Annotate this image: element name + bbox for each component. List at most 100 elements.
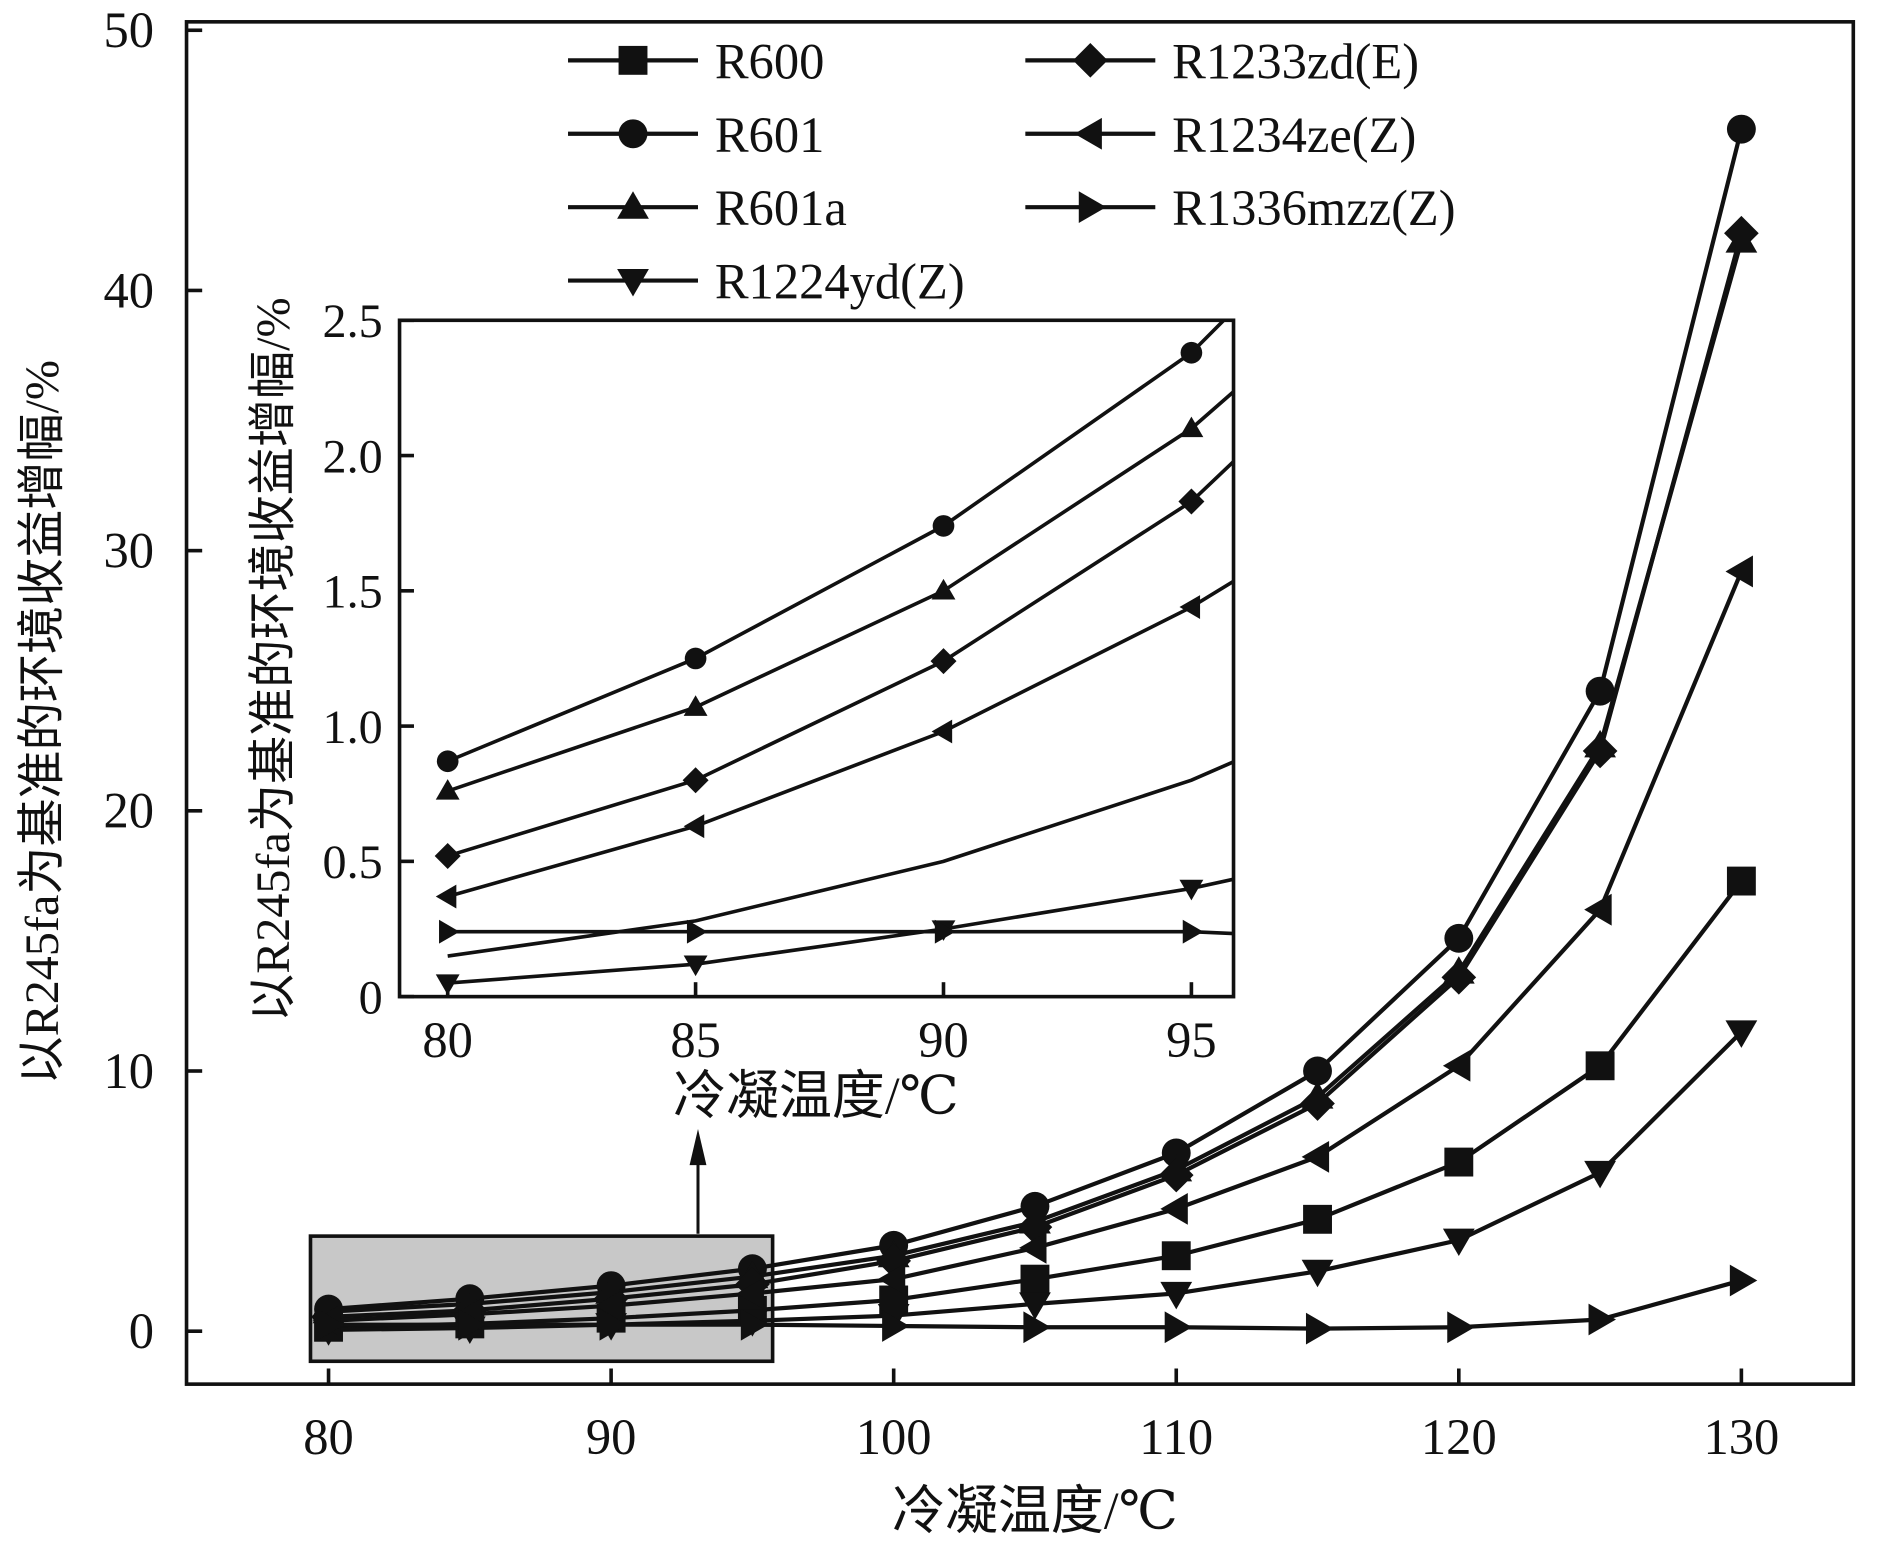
- data-point-r1336mzz-z: [1729, 1264, 1758, 1297]
- legend-item-r601: R601: [568, 107, 824, 163]
- legend-label: R601a: [715, 180, 847, 236]
- data-point-r1336mzz-z: [740, 1308, 769, 1341]
- legend-label: R1224yd(Z): [715, 254, 965, 310]
- inset-x-axis-label: 冷凝温度/℃: [673, 1067, 959, 1125]
- legend-marker-triangle-up-icon: [617, 191, 649, 219]
- legend-marker-triangle-down-icon: [617, 269, 649, 297]
- main-y-tick-label: 50: [104, 2, 155, 58]
- data-point-r601: [1161, 1138, 1191, 1168]
- main-y-tick-label: 40: [104, 262, 155, 318]
- data-point-r601: [1585, 676, 1615, 706]
- data-point-r1224yd-z: [1442, 1228, 1475, 1257]
- data-point-r1336mzz-z: [1164, 1311, 1193, 1344]
- inset-y-tick-label: 1.0: [323, 701, 383, 754]
- inset-data-point-r601a: [435, 779, 460, 800]
- data-point-r1336mzz-z: [599, 1308, 627, 1341]
- legend-marker-square-icon: [618, 45, 648, 75]
- data-point-r1234ze-z: [877, 1263, 906, 1296]
- inset-data-point-r1233zd-e: [682, 767, 709, 794]
- data-point-r1233zd-e: [1724, 215, 1759, 251]
- data-point-r1234ze-z: [1160, 1193, 1188, 1225]
- data-point-r1234ze-z: [1301, 1140, 1330, 1173]
- data-point-r1224yd-z: [1160, 1281, 1193, 1310]
- legend-label: R1336mzz(Z): [1172, 180, 1455, 236]
- data-point-r1233zd-e: [1582, 733, 1618, 769]
- data-point-r1336mzz-z: [1305, 1312, 1334, 1345]
- legend-item-r601a: R601a: [568, 180, 847, 236]
- inset-data-point-r601a: [683, 695, 708, 716]
- inset-frame: [397, 318, 1236, 999]
- legend-marker-circle-icon: [618, 119, 648, 149]
- inset-data-point-r1224yd-z: [683, 955, 708, 977]
- data-point-r1336mzz-z: [458, 1308, 486, 1341]
- legend-item-r1336mzz-z: R1336mzz(Z): [1025, 180, 1456, 236]
- data-point-r600: [1585, 1051, 1615, 1081]
- inset-data-point-r1234ze-z: [1179, 595, 1201, 619]
- data-point-r1224yd-z: [1019, 1292, 1051, 1320]
- inset-x-tick-label: 85: [670, 1012, 721, 1068]
- inset-y-tick-label: 0.5: [323, 836, 383, 889]
- inset-data-point-r1234ze-z: [931, 719, 953, 744]
- main-y-axis-label: 以R245fa为基准的环境收益增幅/%: [16, 360, 69, 1085]
- inset-data-point-r601: [932, 515, 955, 537]
- data-point-r1224yd-z: [1725, 1020, 1758, 1048]
- data-point-r1233zd-e: [1158, 1157, 1194, 1193]
- inset-data-point-r601a: [931, 578, 956, 600]
- main-y-tick-label: 10: [104, 1043, 155, 1099]
- inset-plot: 80 85 90 95 0 0.5 1.0 1.5 2.0 2.5: [323, 295, 1236, 1068]
- zoom-arrow-head: [689, 1129, 707, 1166]
- inset-data-point-r1234ze-z: [435, 884, 457, 909]
- legend-item-r1224yd-z: R1224yd(Z): [568, 254, 965, 310]
- inset-data-point-r1233zd-e: [1178, 488, 1205, 515]
- data-point-r1234ze-z: [1584, 893, 1612, 926]
- data-point-r601: [1726, 114, 1756, 144]
- inset-data-point-r1336mzz-z: [686, 919, 708, 944]
- main-x-tick-label: 130: [1703, 1409, 1779, 1465]
- inset-x-tick-label: 95: [1166, 1012, 1217, 1068]
- inset-data-point-r1224yd-z: [1179, 879, 1204, 901]
- main-x-tick-label: 80: [303, 1409, 354, 1465]
- data-point-r601: [1303, 1056, 1332, 1086]
- legend-item-r1234ze-z: R1234ze(Z): [1025, 107, 1416, 163]
- data-point-r1336mzz-z: [882, 1310, 910, 1342]
- data-point-r1234ze-z: [1019, 1232, 1047, 1264]
- legend-item-r1233zd-e: R1233zd(E): [1025, 33, 1419, 89]
- legend: R600 R601 R601a R1224yd(Z) R1233zd(E) R1234ze…: [568, 33, 1456, 310]
- data-point-r1336mzz-z: [316, 1308, 345, 1341]
- main-y-tick-label: 30: [104, 522, 155, 578]
- data-point-r1336mzz-z: [1447, 1311, 1475, 1344]
- data-point-r1233zd-e: [1441, 960, 1477, 995]
- main-plot: 80 90 100 110 120 130 0 10 20 30 40 50: [104, 2, 1856, 1465]
- inset-data-point-r1336mzz-z: [1182, 919, 1204, 944]
- data-point-r1224yd-z: [1584, 1160, 1616, 1189]
- inset-y-tick-label: 2.0: [323, 430, 383, 483]
- inset-data-point-r1336mzz-z: [439, 919, 460, 944]
- main-plot-frame: [184, 20, 1856, 1386]
- inset-series-group: [434, 320, 1234, 996]
- inset-y-tick-label: 0: [359, 971, 383, 1024]
- inset-background: [399, 320, 1234, 997]
- inset-x-tick-label: 80: [422, 1012, 473, 1068]
- main-x-tick-label: 90: [586, 1409, 637, 1465]
- main-y-tick-label: 20: [104, 783, 155, 839]
- data-point-r600: [1303, 1204, 1332, 1234]
- main-x-tick-label: 120: [1421, 1409, 1497, 1465]
- data-point-r1234ze-z: [1725, 555, 1753, 588]
- main-x-tick-label: 100: [856, 1409, 932, 1465]
- legend-marker-triangle-left-icon: [1074, 117, 1102, 150]
- data-point-r601: [1444, 923, 1474, 953]
- main-x-tick-label: 110: [1139, 1409, 1213, 1465]
- data-point-r600: [1020, 1264, 1050, 1294]
- inset-data-point-r1336mzz-z: [934, 919, 956, 944]
- inset-y-axis-label: 以R245fa为基准的环境收益增幅/%: [247, 297, 300, 1022]
- inset-data-point-r601: [684, 647, 707, 670]
- data-point-r1234ze-z: [595, 1289, 623, 1322]
- main-y-tick-label: 0: [129, 1303, 154, 1359]
- data-point-r1234ze-z: [736, 1277, 764, 1310]
- inset-data-point-r601: [436, 750, 459, 773]
- legend-item-r600: R600: [568, 33, 824, 89]
- data-point-r1336mzz-z: [1588, 1303, 1616, 1336]
- data-point-r1224yd-z: [1301, 1259, 1334, 1288]
- legend-marker-triangle-right-icon: [1078, 191, 1107, 224]
- data-point-r1234ze-z: [1442, 1049, 1471, 1082]
